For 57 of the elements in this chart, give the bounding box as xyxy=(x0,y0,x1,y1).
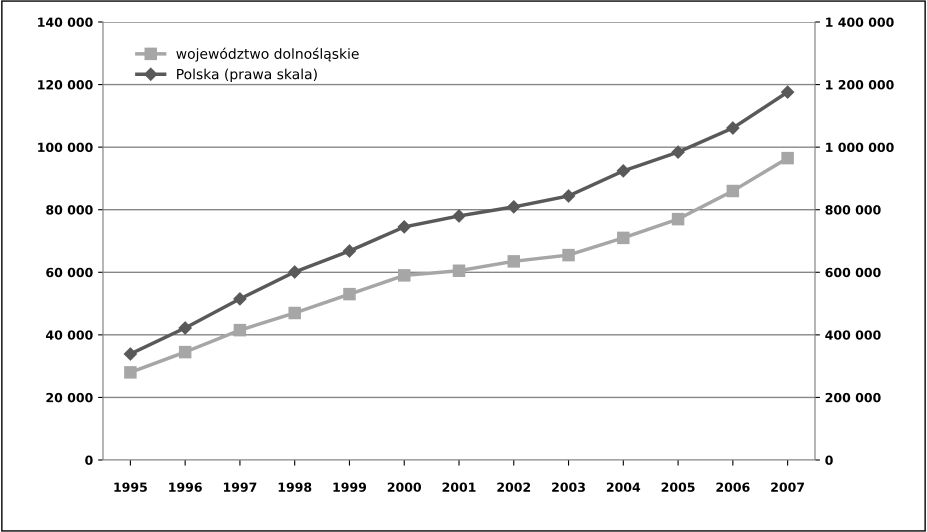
point xyxy=(178,346,192,358)
point xyxy=(508,255,520,268)
point xyxy=(452,264,466,277)
point xyxy=(781,85,794,99)
point xyxy=(124,347,137,361)
y-tick-label: 40 000 xyxy=(46,330,93,340)
y2-tick-label: 1 000 000 xyxy=(826,142,894,152)
x-tick-label: 1998 xyxy=(278,482,312,492)
y-tick-label: 20 000 xyxy=(46,392,93,402)
y2-tick-label: 1 400 000 xyxy=(826,17,894,27)
y2-tick-label: 600 000 xyxy=(826,268,881,278)
point xyxy=(726,184,740,198)
point xyxy=(452,209,466,223)
point xyxy=(343,288,356,300)
y-tick-label: 80 000 xyxy=(46,205,93,215)
y2-tick-label: 400 000 xyxy=(825,330,881,340)
x-tick-label: 2006 xyxy=(716,482,750,492)
x-tick-label: 2003 xyxy=(552,482,585,492)
point xyxy=(398,220,411,234)
x-tick-label: 2001 xyxy=(442,482,476,492)
point xyxy=(671,146,685,159)
x-tick-label: 2000 xyxy=(388,482,422,492)
y2-tick-label: 1 200 000 xyxy=(826,80,894,90)
point xyxy=(507,200,520,214)
y-tick-label: 0 xyxy=(85,455,93,465)
x-tick-label: 1997 xyxy=(224,482,256,492)
point xyxy=(178,321,192,335)
point xyxy=(726,121,740,135)
y-tick-label: 140 000 xyxy=(38,17,93,27)
point xyxy=(288,265,302,279)
legend-label: Polska (prawa skala) xyxy=(177,68,317,82)
point xyxy=(672,212,684,226)
y-tick-label: 100 000 xyxy=(38,142,93,152)
x-tick-label: 2005 xyxy=(662,482,695,492)
x-tick-label: 2002 xyxy=(497,482,530,492)
x-tick-label: 1995 xyxy=(114,482,147,492)
x-tick-label: 2007 xyxy=(771,482,804,492)
point xyxy=(234,324,246,336)
point xyxy=(233,292,247,306)
y-tick-label: 60 000 xyxy=(46,268,93,278)
point xyxy=(562,189,576,203)
legend-label: województwo dolnośląskie xyxy=(176,48,359,62)
point xyxy=(398,269,410,282)
y2-tick-label: 200 000 xyxy=(826,392,881,402)
point xyxy=(617,232,630,244)
y-tick-label: 120 000 xyxy=(38,80,93,90)
x-tick-label: 1999 xyxy=(333,482,366,492)
point xyxy=(616,164,630,178)
x-tick-label: 1996 xyxy=(169,482,202,492)
x-tick-label: 2004 xyxy=(606,482,640,492)
y2-tick-label: 800 000 xyxy=(825,205,881,215)
point xyxy=(342,244,356,258)
point xyxy=(288,306,301,320)
point xyxy=(124,366,137,379)
point xyxy=(562,248,575,262)
y2-tick-label: 0 xyxy=(825,455,833,465)
point xyxy=(781,152,794,164)
